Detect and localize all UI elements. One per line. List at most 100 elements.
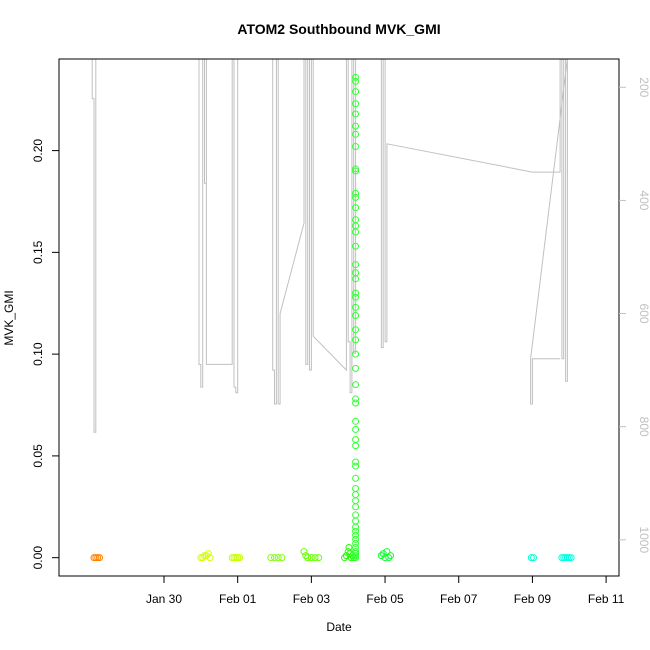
- data-point: [206, 554, 214, 562]
- data-point: [347, 554, 355, 562]
- y-tick-label: 0.00: [31, 546, 45, 570]
- data-point: [352, 289, 360, 297]
- data-point: [352, 130, 360, 138]
- y2-tick-label: 600: [637, 304, 650, 324]
- data-point: [383, 548, 391, 556]
- x-tick-label: Jan 30: [146, 592, 182, 606]
- altitude-track: [91, 58, 568, 433]
- data-point: [202, 552, 210, 560]
- data-point: [350, 554, 358, 562]
- data-point: [352, 364, 360, 372]
- data-point: [352, 527, 360, 535]
- data-point: [352, 544, 360, 552]
- data-point: [274, 554, 282, 562]
- y2-tick-label: 800: [637, 417, 650, 437]
- data-point: [352, 395, 360, 403]
- data-point: [385, 554, 393, 562]
- x-tick-label: Feb 07: [440, 592, 478, 606]
- y2-tick-label: 400: [637, 190, 650, 210]
- data-point: [352, 261, 360, 269]
- data-point: [352, 326, 360, 334]
- data-point: [271, 554, 279, 562]
- data-point: [315, 554, 323, 562]
- data-point: [96, 554, 104, 562]
- data-point: [352, 458, 360, 466]
- plot-frame: [58, 58, 620, 577]
- data-point: [278, 554, 286, 562]
- data-point: [387, 552, 395, 560]
- data-point: [527, 554, 535, 562]
- data-point: [379, 550, 387, 558]
- x-tick-label: Feb 03: [293, 592, 331, 606]
- data-point: [352, 484, 360, 492]
- data-point: [311, 554, 319, 562]
- data-point: [352, 122, 360, 130]
- data-point: [352, 539, 360, 547]
- data-point: [377, 552, 385, 560]
- data-point: [352, 535, 360, 543]
- data-point: [352, 216, 360, 224]
- data-point: [352, 381, 360, 389]
- y-tick-label: 0.05: [31, 444, 45, 468]
- y2-tick-label: 1000: [637, 526, 650, 553]
- x-tick-label: Feb 11: [588, 592, 625, 606]
- chart-title: ATOM2 Southbound MVK_GMI: [237, 21, 440, 37]
- x-axis-label: Date: [326, 620, 352, 634]
- data-point: [352, 462, 360, 470]
- data-point: [92, 554, 100, 562]
- data-point: [352, 336, 360, 344]
- data-point: [352, 442, 360, 450]
- data-point: [236, 554, 244, 562]
- x-tick-label: Feb 09: [514, 592, 552, 606]
- data-point: [345, 544, 353, 552]
- y-tick-label: 0.10: [31, 342, 45, 366]
- data-point: [530, 554, 538, 562]
- data-point: [204, 550, 212, 558]
- data-point: [352, 417, 360, 425]
- data-point: [234, 554, 242, 562]
- data-point: [94, 554, 102, 562]
- data-point: [352, 73, 360, 81]
- data-point: [352, 436, 360, 444]
- data-point: [563, 554, 571, 562]
- altitude-line: [91, 58, 568, 433]
- y2-tick-label: 200: [637, 77, 650, 97]
- x-axis: Jan 30 Feb 01 Feb 03 Feb 05 Feb 07 Feb 09 Feb …: [146, 576, 625, 606]
- data-point: [352, 531, 360, 539]
- y2-axis: 200 400 600 800 1000: [619, 77, 650, 553]
- data-point: [232, 554, 240, 562]
- data-point: [352, 548, 360, 556]
- data-point: [307, 554, 315, 562]
- data-point: [352, 100, 360, 108]
- data-point: [352, 517, 360, 525]
- data-point: [352, 269, 360, 277]
- y-axis-label: MVK_GMI: [2, 290, 16, 345]
- data-point: [267, 554, 275, 562]
- data-points: [90, 73, 575, 562]
- data-point: [300, 548, 308, 556]
- data-point: [352, 497, 360, 505]
- x-tick-label: Feb 05: [366, 592, 404, 606]
- data-point: [352, 77, 360, 85]
- data-point: [352, 511, 360, 519]
- data-point: [567, 554, 575, 562]
- data-point: [352, 474, 360, 482]
- data-point: [352, 165, 360, 173]
- data-point: [352, 523, 360, 531]
- data-point: [352, 425, 360, 433]
- data-point: [352, 491, 360, 499]
- data-point: [341, 554, 349, 562]
- data-point: [352, 167, 360, 175]
- data-point: [344, 548, 352, 556]
- data-point: [352, 193, 360, 201]
- data-point: [352, 311, 360, 319]
- data-point: [352, 189, 360, 197]
- data-point: [352, 88, 360, 96]
- y-tick-label: 0.15: [31, 240, 45, 264]
- y-tick-label: 0.20: [31, 139, 45, 163]
- data-point: [352, 242, 360, 250]
- data-point: [352, 110, 360, 118]
- data-point: [352, 303, 360, 311]
- data-point: [199, 554, 207, 562]
